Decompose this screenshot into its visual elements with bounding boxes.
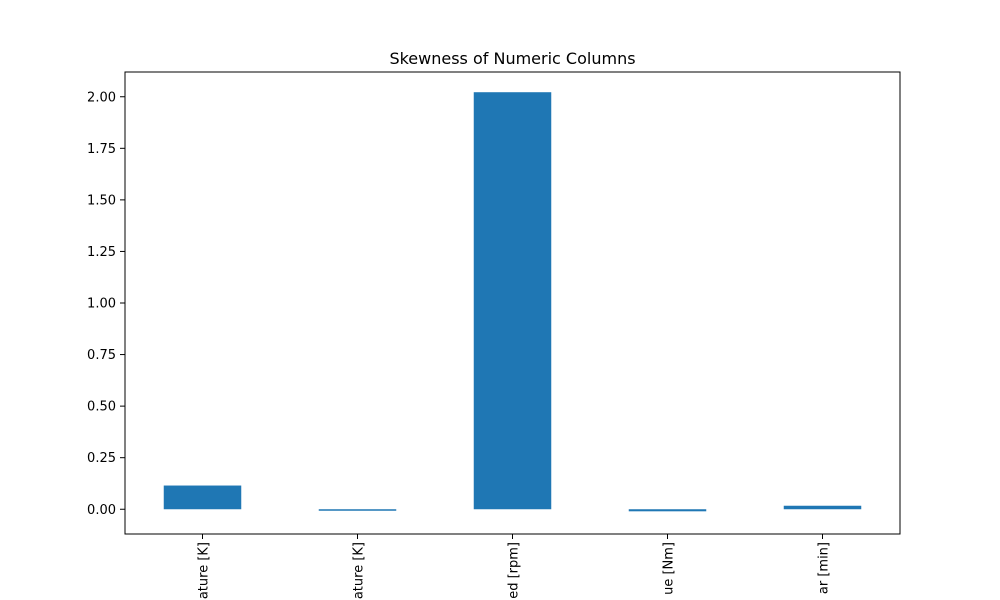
bar-1 [318, 509, 397, 511]
x-tick-label: ar [min] [817, 542, 832, 594]
y-tick-label: 0.25 [87, 451, 116, 466]
bar-0 [163, 485, 242, 510]
y-tick-label: 0.00 [87, 503, 116, 518]
bar-2 [473, 92, 552, 510]
y-tick-label: 1.50 [87, 193, 116, 208]
y-tick-label: 1.25 [87, 245, 116, 260]
chart-title: Skewness of Numeric Columns [389, 49, 635, 68]
y-axis: 0.00 0.25 0.50 0.75 1.00 1.25 1.50 1.75 2.00 [87, 90, 125, 518]
bars-group [163, 92, 862, 512]
x-tick-label: ue [Nm] [662, 542, 677, 595]
y-tick-label: 1.75 [87, 142, 116, 157]
y-tick-label: 0.50 [87, 400, 116, 415]
y-tick-label: 0.75 [87, 348, 116, 363]
bar-4 [783, 505, 862, 510]
x-tick-label: ature [K] [197, 542, 212, 599]
bar-3 [628, 509, 707, 512]
y-tick-label: 1.00 [87, 297, 116, 312]
x-axis: ature [K] ature [K] ed [rpm] ue [Nm] ar [min… [197, 534, 832, 599]
y-tick-label: 2.00 [87, 90, 116, 105]
x-tick-label: ature [K] [352, 542, 367, 599]
x-tick-label: ed [rpm] [507, 542, 522, 599]
